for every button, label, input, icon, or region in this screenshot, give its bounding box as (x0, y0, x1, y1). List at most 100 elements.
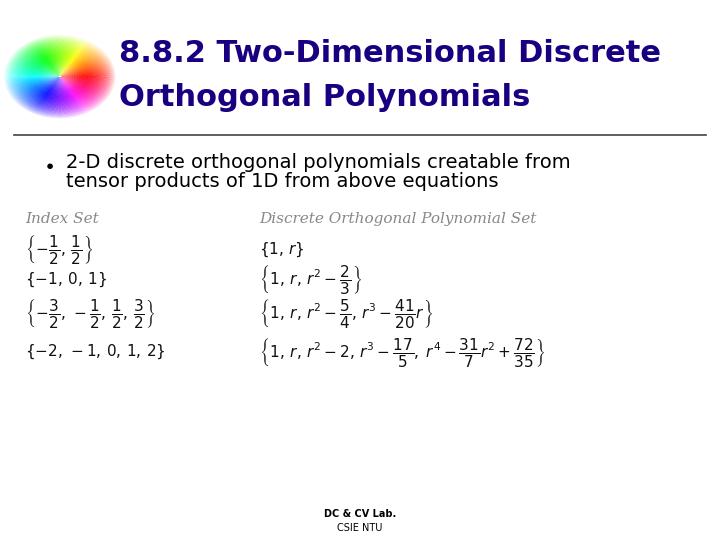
Wedge shape (60, 61, 110, 77)
Wedge shape (13, 77, 60, 94)
Wedge shape (60, 52, 102, 77)
Wedge shape (60, 64, 81, 77)
Wedge shape (60, 58, 63, 77)
Wedge shape (60, 77, 63, 79)
Wedge shape (60, 77, 66, 79)
Wedge shape (41, 65, 60, 77)
Wedge shape (60, 55, 70, 77)
Wedge shape (32, 77, 60, 96)
Wedge shape (56, 75, 60, 77)
Wedge shape (60, 77, 108, 91)
Wedge shape (60, 62, 81, 77)
Wedge shape (60, 64, 107, 77)
Wedge shape (60, 43, 66, 77)
Wedge shape (60, 62, 78, 77)
Wedge shape (51, 64, 60, 77)
Wedge shape (60, 77, 84, 107)
Wedge shape (40, 77, 60, 85)
Wedge shape (43, 51, 60, 77)
Wedge shape (30, 77, 60, 107)
Wedge shape (27, 77, 60, 106)
Wedge shape (21, 52, 60, 77)
Wedge shape (60, 77, 67, 103)
Wedge shape (60, 77, 68, 82)
Wedge shape (25, 59, 60, 77)
Wedge shape (60, 75, 84, 77)
Wedge shape (60, 77, 72, 112)
Wedge shape (60, 77, 81, 78)
Wedge shape (31, 66, 60, 77)
Wedge shape (60, 63, 91, 77)
Wedge shape (53, 77, 60, 112)
Wedge shape (60, 77, 104, 83)
Wedge shape (32, 45, 60, 77)
Wedge shape (7, 63, 60, 77)
Wedge shape (60, 77, 113, 89)
Wedge shape (60, 77, 80, 111)
Wedge shape (40, 72, 60, 77)
Wedge shape (60, 42, 64, 77)
Wedge shape (60, 60, 78, 77)
Wedge shape (60, 77, 63, 79)
Wedge shape (60, 43, 84, 77)
Wedge shape (60, 56, 62, 77)
Wedge shape (60, 60, 95, 77)
Wedge shape (60, 50, 103, 77)
Wedge shape (60, 61, 69, 77)
Wedge shape (40, 51, 60, 77)
Wedge shape (60, 49, 94, 77)
Wedge shape (37, 66, 60, 77)
Wedge shape (58, 77, 60, 82)
Wedge shape (60, 77, 72, 82)
Wedge shape (45, 44, 60, 77)
Wedge shape (58, 51, 60, 77)
Wedge shape (60, 50, 94, 77)
Wedge shape (51, 77, 60, 80)
Wedge shape (60, 37, 64, 77)
Wedge shape (60, 60, 90, 77)
Wedge shape (60, 77, 66, 79)
Wedge shape (60, 63, 65, 77)
Wedge shape (60, 77, 102, 102)
Wedge shape (60, 70, 81, 77)
Wedge shape (60, 58, 85, 77)
Wedge shape (55, 76, 60, 77)
Wedge shape (46, 77, 60, 85)
Wedge shape (17, 77, 60, 101)
Wedge shape (25, 77, 60, 106)
Wedge shape (60, 43, 64, 77)
Wedge shape (35, 70, 60, 77)
Wedge shape (60, 69, 88, 77)
Wedge shape (55, 70, 60, 77)
Wedge shape (51, 77, 60, 81)
Wedge shape (30, 48, 60, 77)
Wedge shape (60, 77, 89, 82)
Wedge shape (60, 77, 61, 107)
Wedge shape (44, 77, 60, 101)
Wedge shape (60, 77, 87, 107)
Wedge shape (58, 73, 60, 77)
Wedge shape (32, 77, 60, 82)
Wedge shape (60, 72, 70, 77)
Wedge shape (60, 76, 108, 77)
Circle shape (45, 66, 74, 87)
Wedge shape (60, 55, 86, 77)
Wedge shape (45, 75, 60, 77)
Wedge shape (60, 67, 65, 77)
Wedge shape (60, 77, 73, 78)
Wedge shape (54, 77, 60, 81)
Wedge shape (36, 77, 60, 85)
Wedge shape (60, 48, 68, 77)
Wedge shape (59, 77, 60, 85)
Wedge shape (49, 68, 60, 77)
Wedge shape (60, 77, 77, 84)
Wedge shape (48, 77, 60, 79)
Wedge shape (58, 77, 60, 78)
Wedge shape (60, 77, 93, 91)
Wedge shape (55, 77, 60, 79)
Wedge shape (60, 77, 88, 108)
Wedge shape (60, 73, 88, 77)
Wedge shape (60, 59, 91, 77)
Wedge shape (60, 64, 63, 77)
Wedge shape (45, 77, 60, 86)
